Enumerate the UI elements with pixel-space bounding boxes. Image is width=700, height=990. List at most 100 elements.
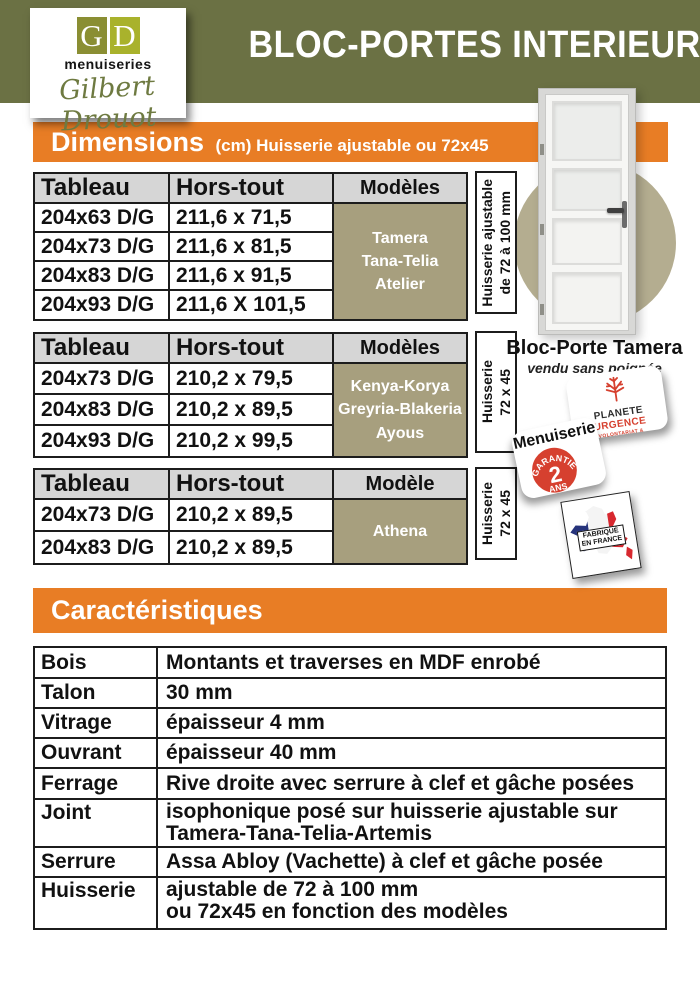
carac-value: Assa Abloy (Vachette) à clef et gâche po… <box>156 846 667 878</box>
hors-tout-cell: 210,2 x 99,5 <box>168 424 334 458</box>
carac-label: Ouvrant <box>33 737 158 769</box>
door-leaf <box>545 94 629 331</box>
table-row: 204x73 D/G 211,6 x 81,5 <box>33 231 467 262</box>
carac-value: Rive droite avec serrure à clef et gâche… <box>156 767 667 800</box>
logo-brand-text: menuiseries <box>64 56 152 72</box>
column-header: Hors-tout <box>168 332 334 364</box>
logo-letter-d: D <box>109 17 140 54</box>
door-photo <box>538 88 636 335</box>
table-row: Talon 30 mm <box>33 677 667 709</box>
table-row: Ouvrant épaisseur 40 mm <box>33 737 667 769</box>
door-model-name: Bloc-Porte Tamera <box>506 337 683 359</box>
caracteristiques-title: Caractéristiques <box>51 595 263 625</box>
column-header: Modèles <box>332 172 468 204</box>
garantie-seal-icon: GARANTIE 2 ANS <box>526 447 580 495</box>
table-row: 204x93 D/G 211,6 X 101,5 <box>33 289 467 321</box>
huisserie-side-box-3: Huisserie 72 x 45 <box>475 467 517 560</box>
table-row: Vitrage épaisseur 4 mm <box>33 707 667 739</box>
table-row: Bois Montants et traverses en MDF enrobé <box>33 646 667 679</box>
tableau-cell: 204x93 D/G <box>33 289 170 321</box>
tableau-cell: 204x73 D/G <box>33 231 170 262</box>
door-panel <box>552 101 622 161</box>
door-panel <box>552 167 622 212</box>
table-row: Huisserie ajustable de 72 à 100 mm ou 72… <box>33 876 667 930</box>
door-caption: Bloc-Porte Tamera vendu sans poignée <box>492 337 697 376</box>
column-header: Tableau <box>33 172 170 204</box>
dimensions-table-1: Tableau Hors-tout Modèles 204x63 D/G 211… <box>33 172 468 321</box>
table-row: Ferrage Rive droite avec serrure à clef … <box>33 767 667 800</box>
dimensions-table-3: Tableau Hors-tout Modèle 204x73 D/G 210,… <box>33 468 468 565</box>
models-cell: Kenya-Korya Greyria-Blakeria Ayous <box>332 362 468 458</box>
carac-label: Ferrage <box>33 767 158 800</box>
tableau-cell: 204x73 D/G <box>33 498 170 532</box>
column-header: Tableau <box>33 468 170 500</box>
column-header: Tableau <box>33 332 170 364</box>
huisserie-side-box-2: Huisserie 72 x 45 <box>475 331 517 453</box>
company-logo: G D menuiseries Gilbert Drouot <box>30 8 186 137</box>
caracteristiques-section-bar: Caractéristiques <box>33 588 667 633</box>
logo-monogram: G D <box>30 17 186 54</box>
carac-value: Montants et traverses en MDF enrobé <box>156 646 667 679</box>
table-row: 204x93 D/G 210,2 x 99,5 <box>33 424 467 458</box>
carac-value: 30 mm <box>156 677 667 709</box>
column-header: Hors-tout <box>168 468 334 500</box>
table-row: 204x83 D/G 211,6 x 91,5 <box>33 260 467 291</box>
carac-label: Serrure <box>33 846 158 878</box>
logo-letter-g: G <box>76 17 107 54</box>
tableau-cell: 204x83 D/G <box>33 530 170 565</box>
dimensions-subtitle: (cm) Huisserie ajustable ou 72x45 <box>215 136 489 155</box>
svg-text:ANS: ANS <box>548 481 568 495</box>
caracteristiques-table: Bois Montants et traverses en MDF enrobé… <box>33 646 667 930</box>
column-header: Hors-tout <box>168 172 334 204</box>
carac-label: Joint <box>33 798 158 848</box>
logo-signature: Gilbert Drouot <box>58 70 158 138</box>
badge-planete-urgence: PLANETE URGENCE VOLONTARIAT & DEVELOPPEM… <box>565 364 669 442</box>
hors-tout-cell: 211,6 x 71,5 <box>168 202 334 233</box>
tableau-cell: 204x83 D/G <box>33 260 170 291</box>
tableau-cell: 204x73 D/G <box>33 362 170 395</box>
carac-label: Huisserie <box>33 876 158 930</box>
badge-garantie-2-ans: Menuiserie GARANTIE 2 ANS <box>509 415 609 501</box>
carac-label: Talon <box>33 677 158 709</box>
table-row: Joint isophonique posé sur huisserie aju… <box>33 798 667 848</box>
carac-label: Vitrage <box>33 707 158 739</box>
hors-tout-cell: 210,2 x 89,5 <box>168 393 334 426</box>
badge-fabrique-en-france: FABRIQUÉ EN FRANCE <box>560 491 642 579</box>
hors-tout-cell: 210,2 x 79,5 <box>168 362 334 395</box>
door-handle <box>622 201 627 228</box>
table-row: 204x73 D/G 210,2 x 89,5 Athena <box>33 498 468 565</box>
table-row: Serrure Assa Abloy (Vachette) à clef et … <box>33 846 667 878</box>
carac-value: ajustable de 72 à 100 mm ou 72x45 en fon… <box>156 876 667 930</box>
carac-value: épaisseur 40 mm <box>156 737 667 769</box>
door-panel <box>552 218 622 266</box>
hors-tout-cell: 211,6 x 81,5 <box>168 231 334 262</box>
carac-value: épaisseur 4 mm <box>156 707 667 739</box>
carac-label: Bois <box>33 646 158 679</box>
table-row: 204x83 D/G 210,2 x 89,5 <box>33 393 467 426</box>
carac-value: isophonique posé sur huisserie ajustable… <box>156 798 667 848</box>
table-row: 204x63 D/G 211,6 x 71,5 Tamera Tana-Teli… <box>33 202 468 321</box>
hors-tout-cell: 210,2 x 89,5 <box>168 530 334 565</box>
door-handle-lever <box>607 208 624 213</box>
dimensions-title: Dimensions <box>51 127 205 157</box>
models-cell: Athena <box>332 498 468 565</box>
huisserie-side-box-1: Huisserie ajustable de 72 à 100 mm <box>475 171 517 314</box>
models-cell: Tamera Tana-Telia Atelier <box>332 202 468 321</box>
hors-tout-cell: 211,6 X 101,5 <box>168 289 334 321</box>
svg-text:2: 2 <box>547 461 564 488</box>
column-header: Modèles <box>332 332 468 364</box>
tableau-cell: 204x63 D/G <box>33 202 170 233</box>
door-hinge <box>540 144 544 155</box>
table-row: 204x83 D/G 210,2 x 89,5 <box>33 530 467 565</box>
door-hinge <box>540 224 544 235</box>
hors-tout-cell: 210,2 x 89,5 <box>168 498 334 532</box>
hors-tout-cell: 211,6 x 91,5 <box>168 260 334 291</box>
door-hinge <box>540 304 544 315</box>
dimensions-table-2: Tableau Hors-tout Modèles 204x73 D/G 210… <box>33 332 468 458</box>
column-header: Modèle <box>332 468 468 500</box>
table-row: 204x73 D/G 210,2 x 79,5 Kenya-Korya Grey… <box>33 362 468 458</box>
page-title: BLOC-PORTES INTERIEURS <box>248 24 700 66</box>
tableau-cell: 204x93 D/G <box>33 424 170 458</box>
door-panel <box>552 272 622 324</box>
